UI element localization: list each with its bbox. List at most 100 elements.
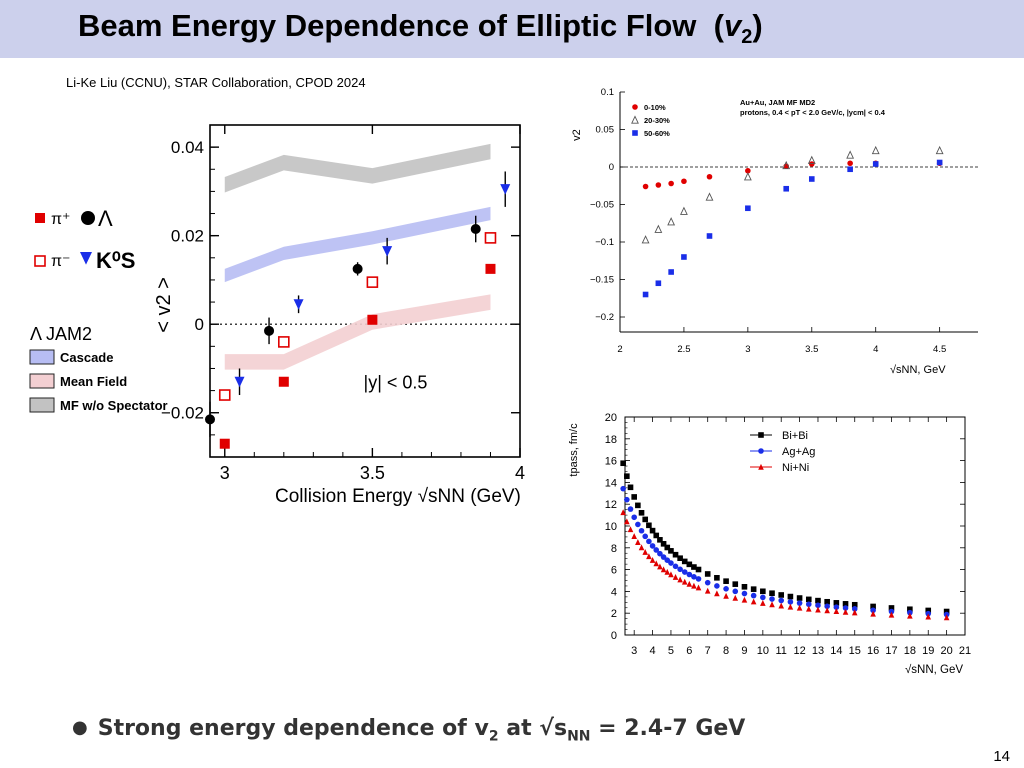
br-x-tick-label: 21 bbox=[959, 645, 971, 657]
br-point bbox=[635, 502, 641, 509]
tr-y-tick-label: −0.15 bbox=[590, 275, 614, 286]
tr-x-tick-label: 4 bbox=[873, 344, 878, 355]
br-point bbox=[686, 571, 693, 578]
br-point bbox=[677, 555, 683, 562]
br-point bbox=[624, 496, 630, 503]
br-point bbox=[714, 575, 720, 581]
br-point bbox=[691, 582, 697, 589]
br-y-tick-label: 16 bbox=[605, 456, 617, 468]
br-point bbox=[695, 576, 702, 582]
left-y-tick-label: 0.02 bbox=[171, 227, 204, 246]
legend-lambda-marker bbox=[81, 211, 95, 225]
br-point bbox=[653, 532, 660, 539]
br-point bbox=[778, 602, 785, 609]
tr-point bbox=[745, 167, 751, 174]
tr-point bbox=[935, 145, 944, 155]
br-point bbox=[668, 560, 674, 566]
br-point bbox=[732, 581, 739, 587]
br-y-tick-label: 8 bbox=[611, 543, 617, 555]
br-point bbox=[805, 596, 812, 603]
br-point bbox=[668, 548, 674, 554]
left-v2-chart: 3 3.5 4 0.04 0.02 0 −0.02 |y| < 0.5 Collision E… bbox=[20, 100, 540, 530]
legend-pi-plus-marker bbox=[35, 213, 45, 223]
tr-point bbox=[706, 233, 713, 239]
tr-y-tick-label: −0.05 bbox=[590, 200, 614, 211]
br-point bbox=[704, 571, 711, 577]
legend-lambda-label: Λ bbox=[98, 206, 113, 231]
br-point bbox=[750, 592, 757, 599]
br-point bbox=[851, 601, 858, 608]
tr-x-tick-label: 2.5 bbox=[677, 344, 690, 355]
tr-point bbox=[705, 192, 714, 201]
br-point bbox=[842, 608, 849, 615]
br-point bbox=[741, 596, 748, 603]
tr-legend-marker bbox=[631, 115, 639, 124]
br-point bbox=[660, 566, 667, 573]
br-x-tick-label: 7 bbox=[705, 645, 711, 657]
left-point bbox=[278, 376, 289, 387]
br-point bbox=[824, 607, 830, 614]
left-point bbox=[366, 276, 379, 288]
br-x-tick-label: 8 bbox=[723, 645, 729, 657]
tr-x-tick-label: 3.5 bbox=[805, 344, 818, 355]
br-point bbox=[672, 574, 679, 580]
br-point bbox=[631, 514, 637, 521]
br-point bbox=[638, 509, 645, 516]
br-point bbox=[870, 603, 876, 610]
tr-y-tick-label: −0.2 bbox=[595, 312, 614, 323]
br-point bbox=[695, 584, 702, 591]
tr-point bbox=[655, 280, 662, 287]
br-point bbox=[672, 551, 679, 558]
br-point bbox=[787, 599, 794, 605]
br-x-tick-label: 3 bbox=[631, 645, 637, 657]
br-point bbox=[833, 604, 840, 611]
br-point bbox=[888, 611, 895, 618]
br-legend-label: Ni+Ni bbox=[782, 462, 809, 474]
summary-bullet: ● Strong energy dependence of v2 at √sNN … bbox=[72, 716, 746, 745]
tr-y-tick-label: −0.1 bbox=[595, 237, 614, 248]
br-point bbox=[686, 561, 693, 568]
br-point bbox=[778, 592, 785, 598]
br-point bbox=[657, 537, 663, 543]
left-band-1 bbox=[224, 294, 491, 370]
left-y-axis-label: < v2 > bbox=[153, 277, 175, 333]
br-point bbox=[907, 609, 913, 616]
br-x-axis-label: √sNN, GeV bbox=[905, 663, 963, 676]
br-x-tick-label: 6 bbox=[686, 645, 692, 657]
model-legend-swatch bbox=[29, 397, 55, 413]
br-point bbox=[635, 521, 641, 528]
left-point bbox=[352, 263, 363, 274]
br-point bbox=[787, 603, 794, 610]
br-point bbox=[787, 593, 794, 600]
left-point bbox=[234, 376, 245, 388]
br-x-tick-label: 16 bbox=[867, 645, 879, 657]
tr-x-axis-label: √sNN, GeV bbox=[890, 364, 946, 376]
br-point bbox=[657, 563, 663, 570]
left-point bbox=[470, 224, 481, 235]
br-x-tick-label: 20 bbox=[940, 645, 952, 657]
tr-legend-marker bbox=[632, 130, 638, 136]
tr-annotation-1: Au+Au, JAM MF MD2 bbox=[740, 98, 815, 107]
tr-point bbox=[655, 182, 662, 188]
br-point bbox=[943, 614, 950, 621]
br-point bbox=[723, 592, 729, 599]
left-point bbox=[500, 184, 511, 195]
br-point bbox=[704, 587, 711, 594]
left-y-tick-label: 0 bbox=[195, 315, 204, 334]
bullet-icon: ● bbox=[72, 717, 88, 738]
br-x-tick-label: 14 bbox=[830, 645, 842, 657]
br-y-tick-label: 10 bbox=[605, 521, 617, 533]
tr-point bbox=[680, 206, 688, 215]
br-y-tick-label: 2 bbox=[611, 608, 617, 620]
slide-title: Beam Energy Dependence of Elliptic Flow … bbox=[78, 8, 763, 49]
br-y-tick-label: 12 bbox=[605, 499, 617, 511]
br-point bbox=[691, 573, 697, 580]
br-point bbox=[627, 484, 634, 491]
br-point bbox=[649, 543, 656, 549]
br-point bbox=[842, 601, 849, 607]
tr-annotation-2: protons, 0.4 < pT < 2.0 GeV/c, |ycm| < 0… bbox=[740, 108, 886, 117]
br-y-tick-label: 6 bbox=[611, 565, 617, 577]
br-point bbox=[649, 527, 656, 534]
tr-x-tick-label: 4.5 bbox=[933, 344, 946, 355]
